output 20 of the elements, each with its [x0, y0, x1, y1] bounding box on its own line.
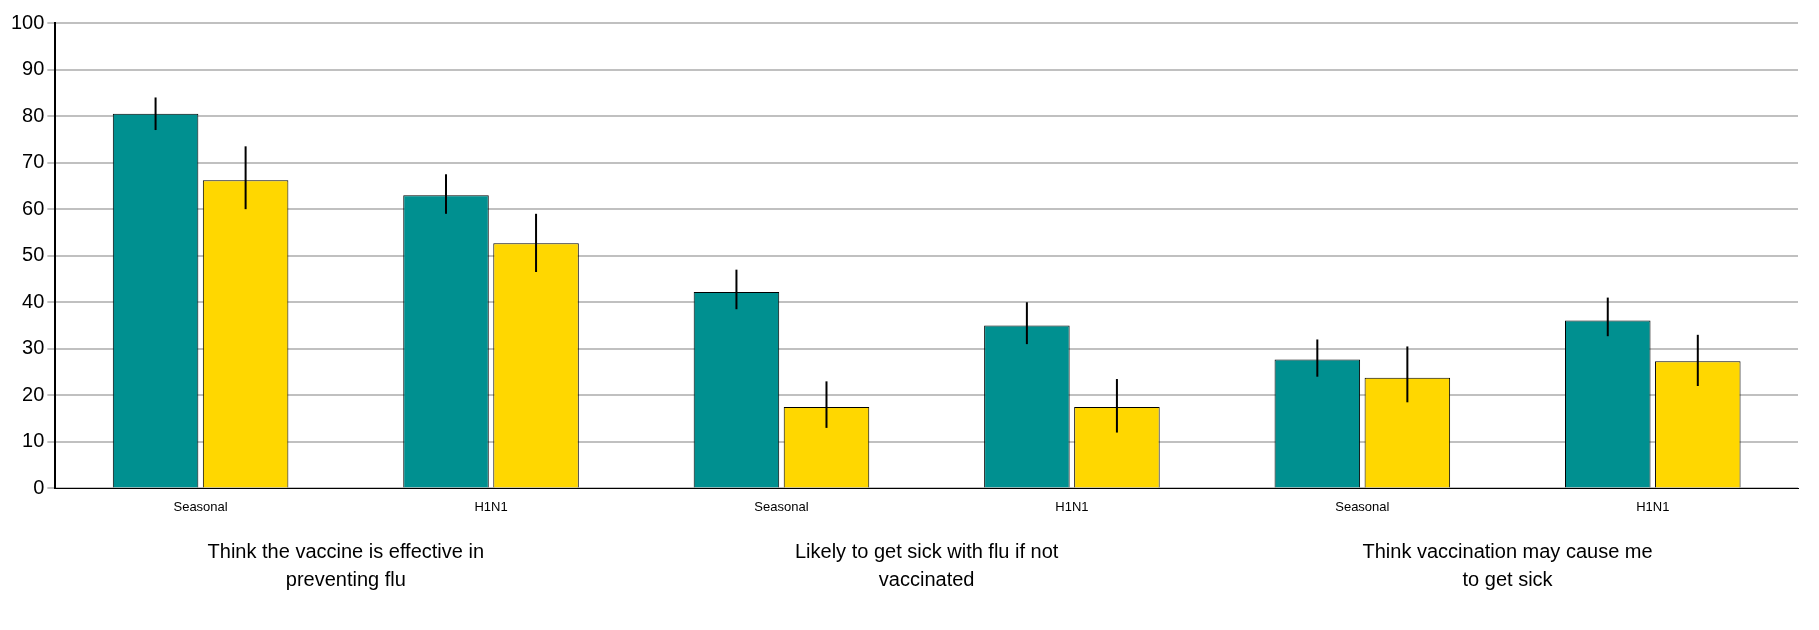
y-tick-label: 50: [22, 243, 45, 266]
text: Think the vaccine is effective in preventing flu: [207, 539, 485, 590]
y-tick-label: 80: [22, 103, 45, 126]
x-tick-label: Seasonal: [1335, 498, 1390, 514]
x-tick-label: H1N1: [1636, 498, 1670, 514]
y-tick-label: 40: [22, 289, 45, 312]
y-tick-label: 10: [22, 429, 45, 452]
text: Think vaccination may cause me to get sick: [1362, 539, 1653, 590]
y-tick-label: 100: [10, 10, 45, 33]
x-tick-label: Seasonal: [754, 498, 809, 514]
y-tick-label: 20: [22, 382, 45, 405]
x-tick-label: Seasonal: [173, 498, 228, 514]
y-tick-label: 30: [22, 336, 45, 359]
y-tick-label: 70: [22, 150, 45, 173]
text: Likely to get sick with flu if not vaccinated: [794, 539, 1059, 590]
y-tick-label: 90: [22, 57, 45, 80]
y-tick-label: 0: [33, 475, 45, 498]
x-tick-label: H1N1: [1055, 498, 1089, 514]
x-tick-label: H1N1: [474, 498, 508, 514]
y-tick-label: 60: [22, 196, 45, 219]
